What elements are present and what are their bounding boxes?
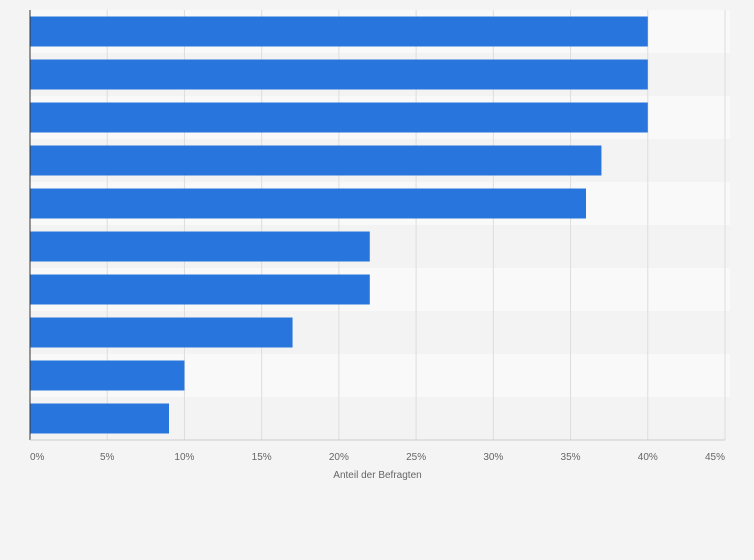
bar[interactable] (30, 317, 293, 348)
x-tick-label: 15% (252, 452, 272, 463)
x-tick-label: 25% (406, 452, 426, 463)
x-tick-label: 45% (705, 452, 725, 463)
x-tick-label: 35% (561, 452, 581, 463)
bar[interactable] (30, 188, 586, 219)
bar[interactable] (30, 360, 185, 391)
x-tick-label: 10% (174, 452, 194, 463)
bar[interactable] (30, 145, 602, 176)
bar[interactable] (30, 59, 648, 90)
axes (29, 10, 725, 441)
bar[interactable] (30, 403, 169, 434)
bars (30, 16, 648, 434)
x-axis-title: Anteil der Befragten (333, 470, 421, 481)
bar[interactable] (30, 16, 648, 47)
x-tick-label: 0% (30, 452, 45, 463)
x-tick-label: 20% (329, 452, 349, 463)
x-tick-label: 30% (483, 452, 503, 463)
bar[interactable] (30, 274, 370, 305)
x-tick-labels: 0% 5% 10% 15% 20% 25% 30% 35% 40% 45% (30, 452, 725, 463)
bar[interactable] (30, 231, 370, 262)
x-tick-label: 5% (100, 452, 115, 463)
bar[interactable] (30, 102, 648, 133)
x-tick-label: 40% (638, 452, 658, 463)
